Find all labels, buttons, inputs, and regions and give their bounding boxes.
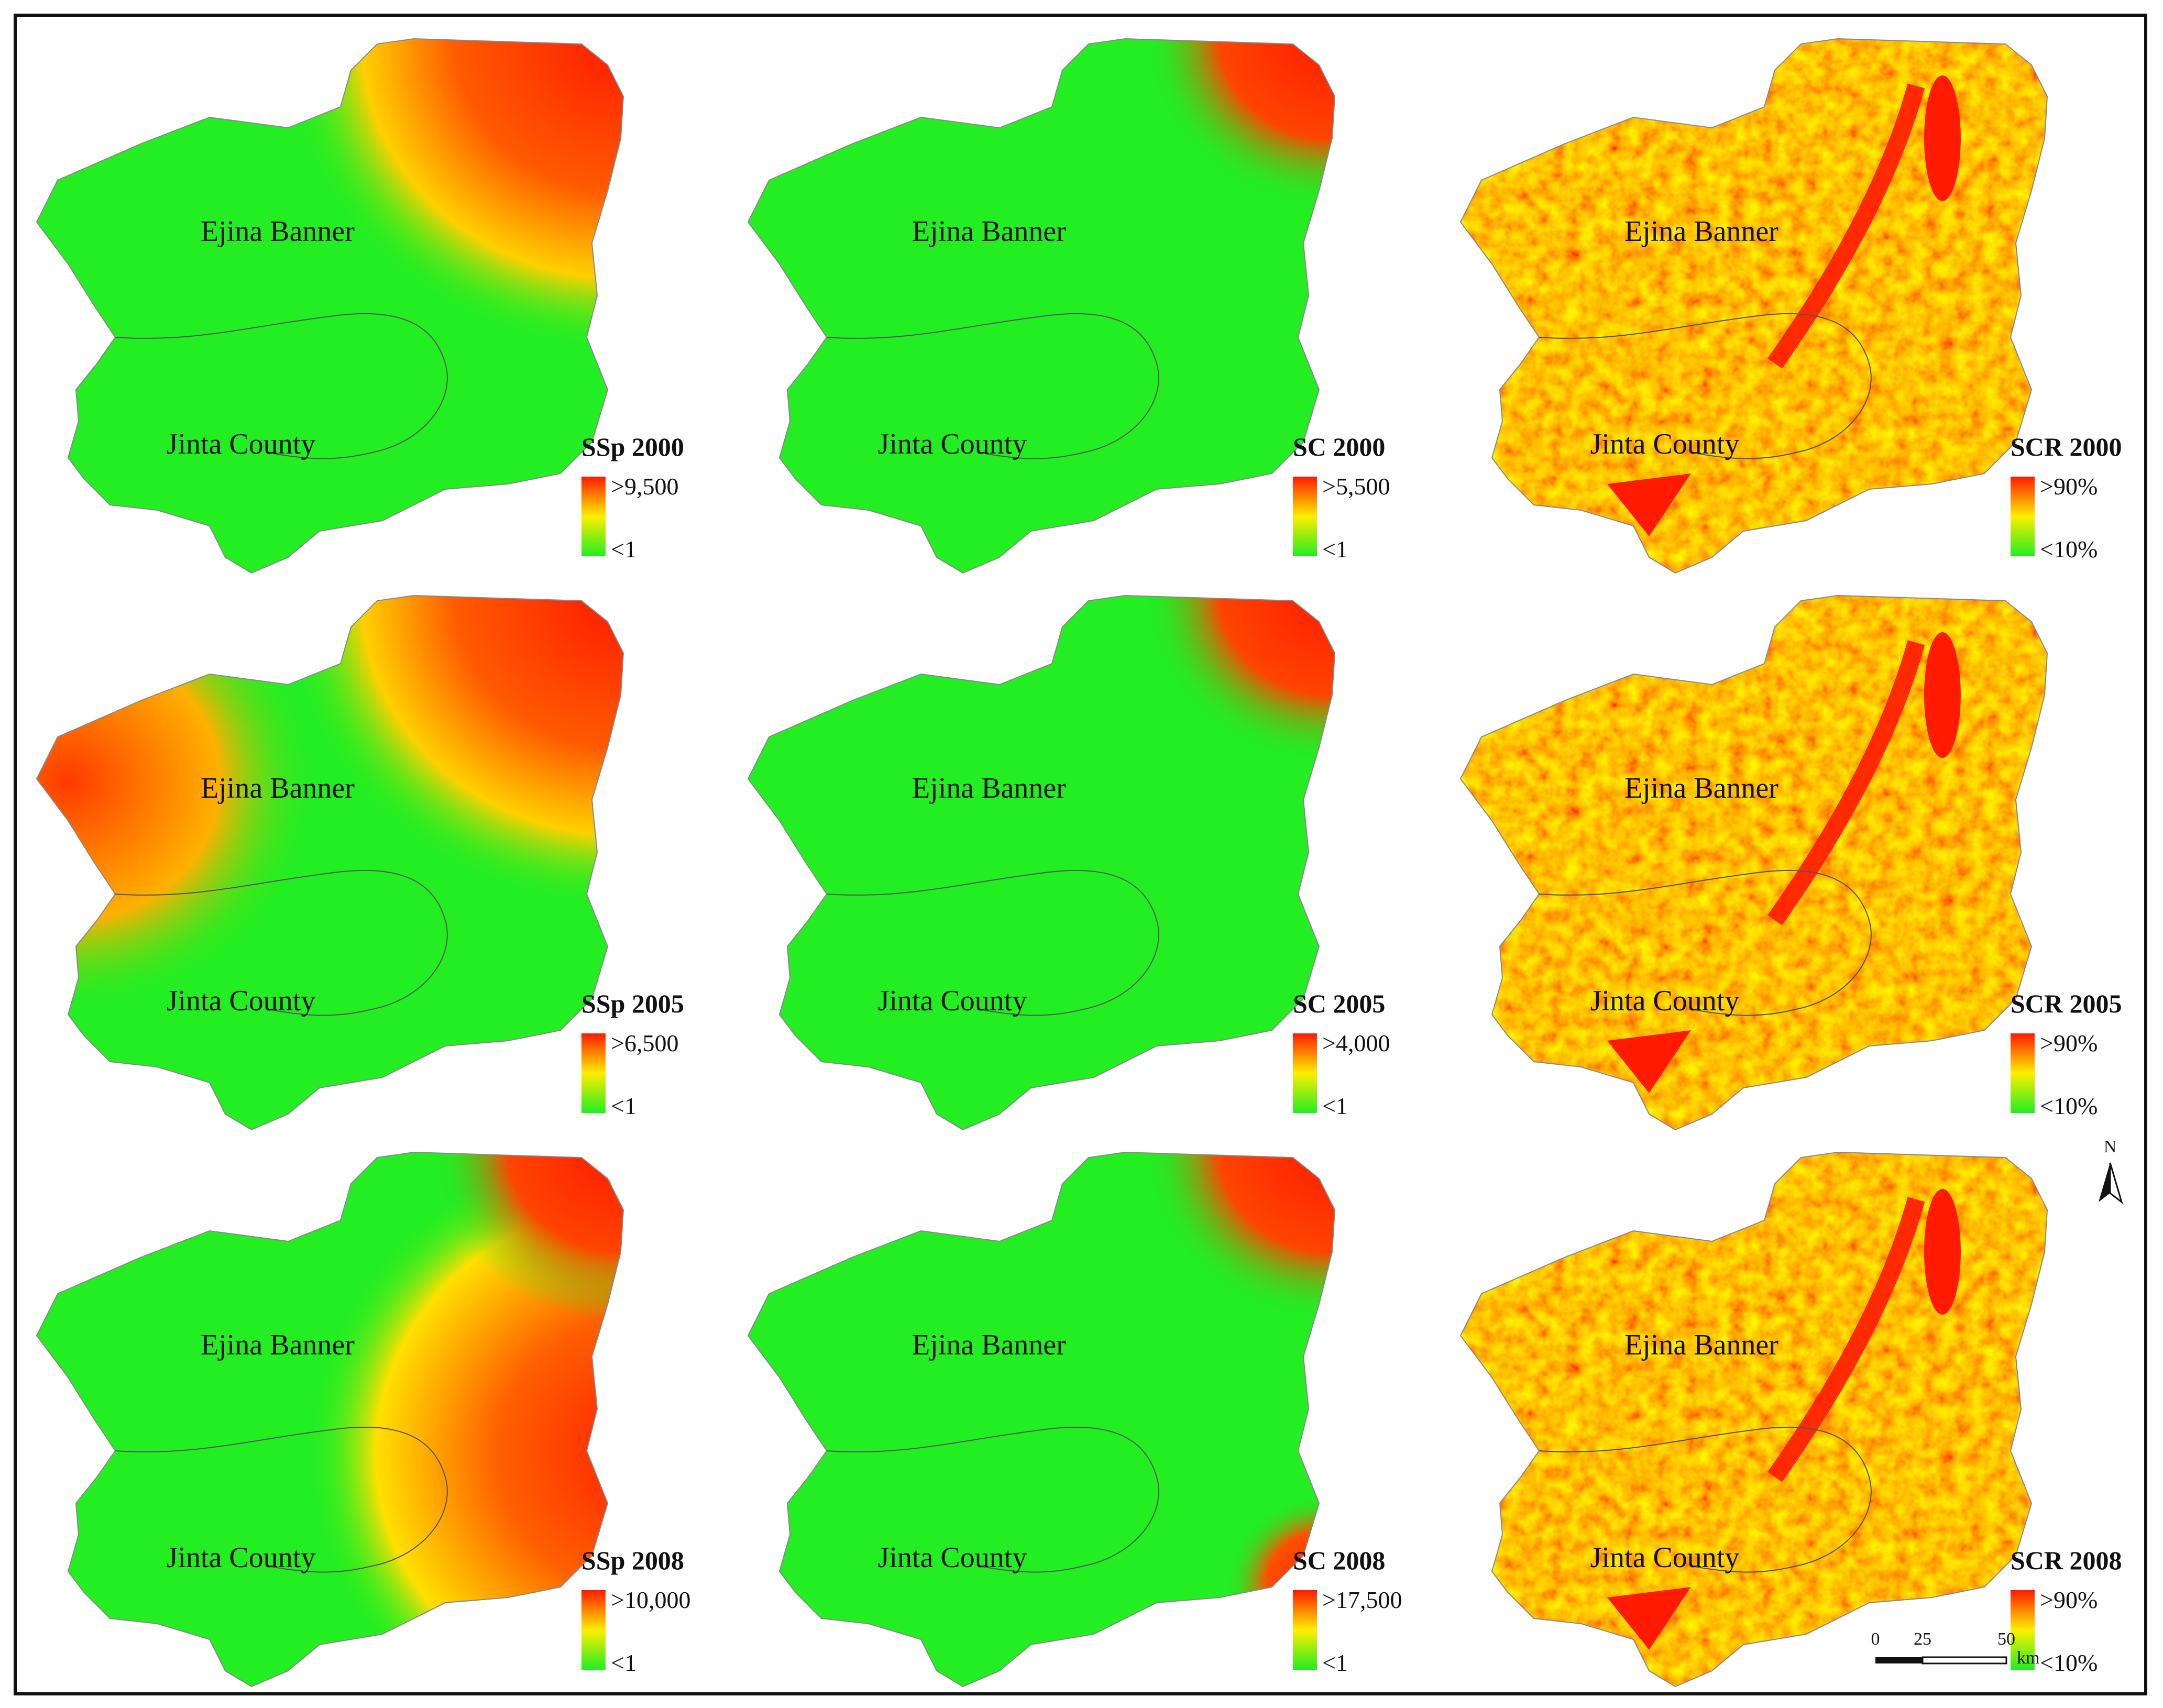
legend-color-ramp (581, 477, 606, 556)
place-label-ejina-banner: Ejina Banner (912, 1329, 1066, 1361)
panel-title: SC 2008 (1293, 1546, 1385, 1575)
panel-title: SSp 2008 (581, 1546, 684, 1575)
legend-high-label: >90% (2040, 1030, 2098, 1056)
place-label-ejina-banner: Ejina Banner (1624, 1329, 1778, 1361)
county-boundary (115, 869, 448, 1016)
map-panel: Ejina Banner Jinta County SC 2005 >4,000 <1 (747, 594, 1390, 1131)
place-label-jinta-county: Jinta County (1590, 428, 1740, 460)
county-boundary (115, 313, 448, 459)
panel-title: SSp 2000 (581, 432, 684, 461)
place-label-jinta-county: Jinta County (167, 985, 316, 1017)
panel-title: SCR 2000 (2011, 432, 2122, 461)
map-panel: Ejina Banner Jinta County SSp 2005 >6,500 <1 (36, 594, 684, 1131)
place-label-ejina-banner: Ejina Banner (201, 1329, 355, 1361)
place-label-jinta-county: Jinta County (1590, 1541, 1740, 1574)
region-outline (1459, 1151, 2048, 1688)
panel-title: SCR 2005 (2011, 989, 2122, 1018)
region-outline (1459, 594, 2048, 1131)
county-boundary (826, 869, 1159, 1016)
map-panel: Ejina Banner Jinta County SCR 2005 >90% <10% (1459, 594, 2122, 1131)
place-label-jinta-county: Jinta County (878, 985, 1027, 1017)
region-outline (747, 38, 1336, 574)
map-surface (37, 1152, 623, 1687)
legend-low-label: <1 (1322, 1649, 1348, 1676)
county-boundary (1539, 869, 1872, 1016)
place-label-ejina-banner: Ejina Banner (1624, 215, 1778, 248)
region-outline (747, 594, 1336, 1131)
scale-tick-label: 50 (1997, 1629, 2015, 1649)
legend-color-ramp (2011, 477, 2035, 556)
legend-low-label: <10% (2040, 536, 2098, 563)
map-panel: Ejina Banner Jinta County SCR 2000 >90% <10% (1459, 38, 2122, 574)
county-boundary (1539, 313, 1872, 459)
place-label-jinta-county: Jinta County (167, 1541, 316, 1574)
panel-title: SCR 2008 (2011, 1546, 2122, 1575)
scale-tick-label: 0 (1871, 1629, 1880, 1649)
legend-low-label: <1 (1322, 1093, 1348, 1119)
map-panel: Ejina Banner Jinta County SC 2000 >5,500 <1 (747, 38, 1390, 574)
place-label-ejina-banner: Ejina Banner (912, 772, 1066, 805)
legend-low-label: <1 (611, 1649, 636, 1676)
map-surface (748, 1152, 1335, 1687)
map-surface (1461, 1152, 2047, 1687)
legend-high-label: >5,500 (1322, 473, 1390, 500)
region-outline (36, 594, 624, 1131)
legend-high-label: >4,000 (1322, 1030, 1390, 1056)
region-outline (36, 1151, 624, 1688)
legend-low-label: <10% (2040, 1649, 2098, 1676)
legend-color-ramp (1293, 477, 1317, 556)
map-surface (37, 596, 623, 1130)
map-panel: Ejina Banner Jinta County SSp 2008 >10,000 <… (36, 1151, 690, 1688)
panel-title: SSp 2005 (581, 989, 684, 1018)
county-boundary (115, 1426, 448, 1573)
map-surface (1461, 39, 2047, 573)
legend-color-ramp (581, 1033, 606, 1113)
legend-color-ramp (581, 1590, 606, 1670)
map-surface (748, 39, 1335, 573)
north-arrow: N (2099, 1137, 2123, 1205)
place-label-ejina-banner: Ejina Banner (1624, 772, 1778, 805)
legend-high-label: >9,500 (611, 473, 678, 500)
legend-low-label: <1 (611, 536, 636, 563)
legend-color-ramp (1293, 1590, 1317, 1670)
place-label-jinta-county: Jinta County (167, 428, 316, 460)
place-label-ejina-banner: Ejina Banner (201, 215, 355, 248)
legend-high-label: >6,500 (611, 1030, 678, 1056)
legend-high-label: >10,000 (611, 1586, 690, 1613)
place-label-jinta-county: Jinta County (878, 1541, 1027, 1574)
place-label-jinta-county: Jinta County (1590, 985, 1740, 1017)
map-panel: Ejina Banner Jinta County SC 2008 >17,500 <1 (747, 1151, 1402, 1688)
county-boundary (1539, 1426, 1872, 1573)
legend-low-label: <1 (611, 1093, 636, 1119)
place-label-jinta-county: Jinta County (878, 428, 1027, 460)
map-panel: Ejina Banner Jinta County SCR 2008 >90% <10% (1459, 1151, 2122, 1688)
county-boundary (826, 313, 1159, 459)
legend-high-label: >17,500 (1322, 1586, 1402, 1613)
legend-high-label: >90% (2040, 1586, 2098, 1613)
place-label-ejina-banner: Ejina Banner (912, 215, 1066, 248)
region-outline (1459, 38, 2048, 574)
legend-low-label: <10% (2040, 1093, 2098, 1119)
county-boundary (826, 1426, 1159, 1573)
legend-color-ramp (1293, 1033, 1317, 1113)
map-surface (37, 39, 623, 573)
scale-tick-label: 25 (1914, 1629, 1931, 1649)
panel-title: SC 2000 (1293, 432, 1385, 461)
legend-color-ramp (2011, 1590, 2035, 1670)
place-label-ejina-banner: Ejina Banner (201, 772, 355, 805)
north-arrow-label: N (2104, 1137, 2117, 1156)
scale-unit-label: km (2017, 1648, 2039, 1668)
map-surface (1461, 596, 2047, 1130)
region-outline (747, 1151, 1336, 1688)
map-surface (748, 596, 1335, 1130)
region-outline (36, 38, 624, 574)
legend-color-ramp (2011, 1033, 2035, 1113)
legend-high-label: >90% (2040, 473, 2098, 500)
legend-low-label: <1 (1322, 536, 1348, 563)
map-panel: Ejina Banner Jinta County SSp 2000 >9,500 <1 (36, 38, 684, 574)
panel-title: SC 2005 (1293, 989, 1385, 1018)
